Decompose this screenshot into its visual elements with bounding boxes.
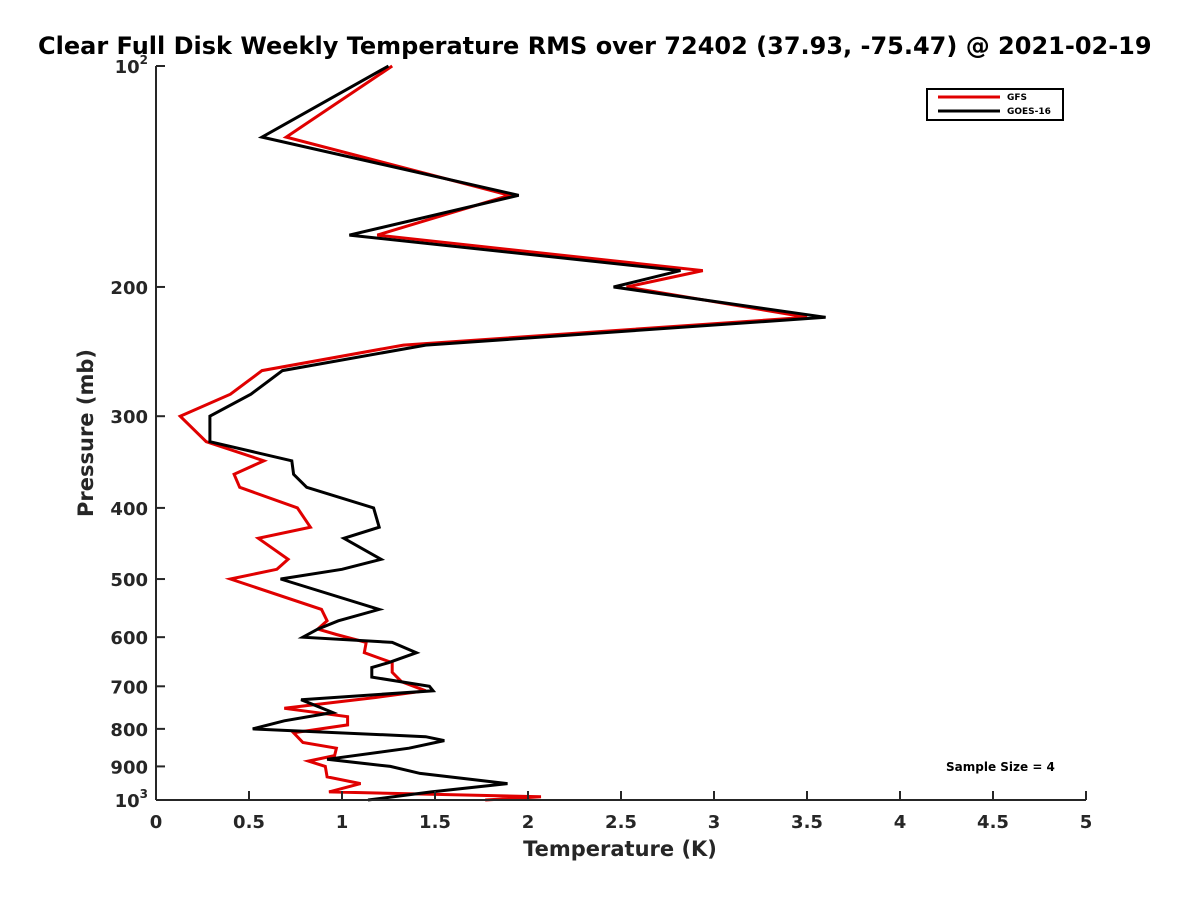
x-tick-label: 3.5 <box>791 812 823 833</box>
y-tick-label: 700 <box>110 677 148 698</box>
chart-title: Clear Full Disk Weekly Temperature RMS o… <box>38 32 1152 60</box>
series-line-gfs <box>177 64 808 802</box>
x-tick-label: 0 <box>150 812 163 833</box>
y-tick-label: 103 <box>115 787 148 812</box>
y-tick-label: 300 <box>110 407 148 428</box>
y-tick-label: 400 <box>110 499 148 520</box>
y-tick-label: 600 <box>110 628 148 649</box>
x-tick-label: 2 <box>522 812 535 833</box>
x-tick-label: 1.5 <box>419 812 451 833</box>
y-tick-label: 900 <box>110 757 148 778</box>
series-line-goes-16 <box>208 64 826 802</box>
sample-size-annotation: Sample Size = 4 <box>946 760 1055 774</box>
legend-label: GOES-16 <box>1007 107 1051 117</box>
x-tick-label: 5 <box>1080 812 1093 833</box>
x-tick-label: 0.5 <box>233 812 265 833</box>
y-axis-label: Pressure (mb) <box>74 349 98 517</box>
x-tick-label: 4.5 <box>977 812 1009 833</box>
x-tick-label: 4 <box>894 812 907 833</box>
y-tick-label: 800 <box>110 720 148 741</box>
x-tick-label: 3 <box>708 812 721 833</box>
legend-box <box>926 88 1064 121</box>
y-tick-label: 102 <box>115 53 148 78</box>
legend: GFS GOES-16 <box>926 88 1064 121</box>
x-tick-label: 1 <box>336 812 349 833</box>
legend-label: GFS <box>1007 93 1027 103</box>
y-tick-label: 200 <box>110 278 148 299</box>
plot-area: 0 0.5 1 1.5 2 2.5 3 3.5 4 4.5 5 102 200 300 400 500 600 7… <box>110 53 1092 833</box>
x-tick-label: 2.5 <box>605 812 637 833</box>
x-axis-label: Temperature (K) <box>523 837 717 861</box>
y-tick-label: 500 <box>110 570 148 591</box>
